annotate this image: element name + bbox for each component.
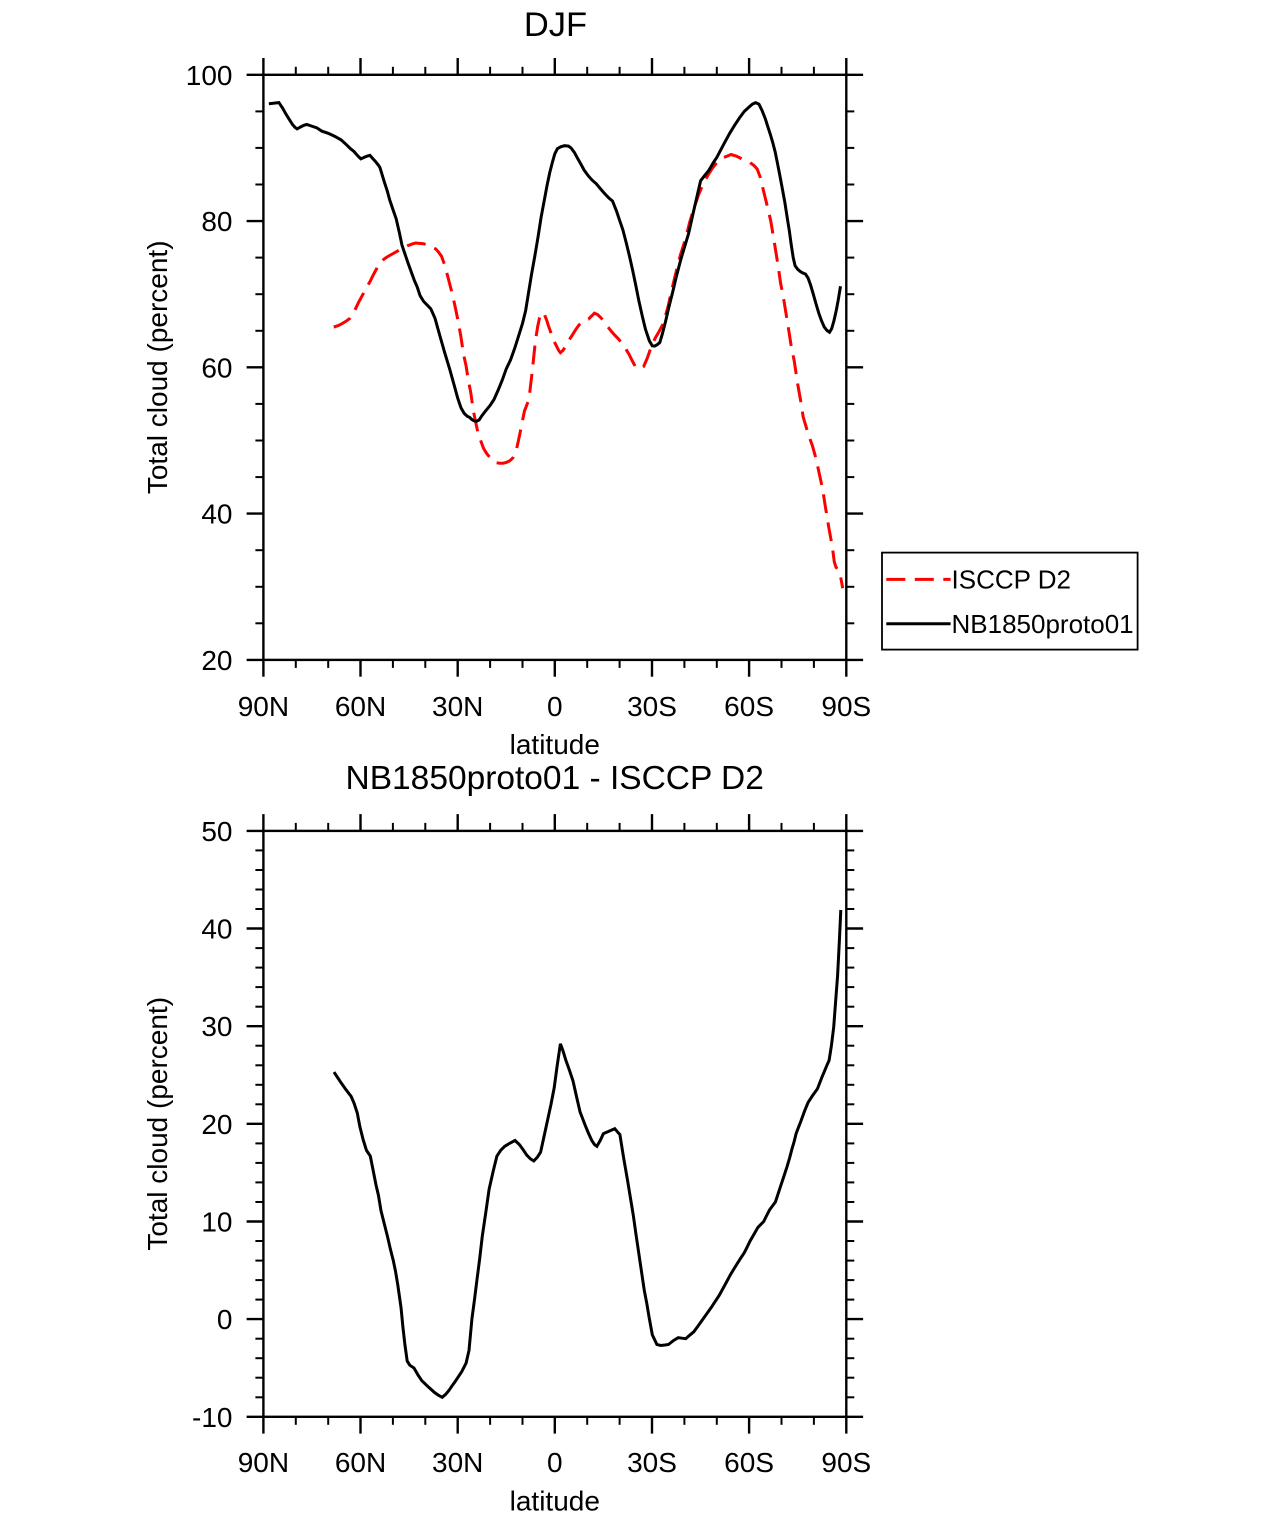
svg-text:60S: 60S bbox=[724, 1447, 774, 1478]
svg-text:30S: 30S bbox=[627, 691, 677, 722]
svg-text:90N: 90N bbox=[238, 1447, 289, 1478]
svg-text:90N: 90N bbox=[238, 691, 289, 722]
svg-text:NB1850proto01: NB1850proto01 bbox=[952, 609, 1134, 639]
svg-text:ISCCP D2: ISCCP D2 bbox=[952, 565, 1071, 595]
svg-text:50: 50 bbox=[201, 816, 232, 847]
svg-text:40: 40 bbox=[201, 914, 232, 945]
svg-text:60S: 60S bbox=[724, 691, 774, 722]
svg-text:0: 0 bbox=[217, 1304, 233, 1335]
svg-text:30N: 30N bbox=[432, 1447, 483, 1478]
svg-text:0: 0 bbox=[547, 691, 563, 722]
svg-text:20: 20 bbox=[201, 645, 232, 676]
svg-text:90S: 90S bbox=[821, 1447, 871, 1478]
svg-text:30N: 30N bbox=[432, 691, 483, 722]
svg-text:-10: -10 bbox=[192, 1402, 232, 1433]
svg-text:60: 60 bbox=[201, 352, 232, 383]
svg-text:NB1850proto01 - ISCCP D2: NB1850proto01 - ISCCP D2 bbox=[346, 760, 764, 797]
svg-text:30: 30 bbox=[201, 1011, 232, 1042]
svg-text:90S: 90S bbox=[821, 691, 871, 722]
svg-text:latitude: latitude bbox=[510, 1485, 600, 1516]
svg-text:20: 20 bbox=[201, 1109, 232, 1140]
svg-text:latitude: latitude bbox=[510, 729, 600, 760]
svg-text:DJF: DJF bbox=[524, 6, 587, 44]
svg-text:Total cloud (percent): Total cloud (percent) bbox=[142, 240, 173, 494]
svg-text:30S: 30S bbox=[627, 1447, 677, 1478]
svg-text:0: 0 bbox=[547, 1447, 563, 1478]
svg-text:40: 40 bbox=[201, 499, 232, 530]
svg-text:Total cloud (percent): Total cloud (percent) bbox=[142, 997, 173, 1251]
svg-text:60N: 60N bbox=[335, 1447, 386, 1478]
svg-text:100: 100 bbox=[186, 60, 233, 91]
svg-text:60N: 60N bbox=[335, 691, 386, 722]
svg-text:10: 10 bbox=[201, 1207, 232, 1238]
svg-text:80: 80 bbox=[201, 206, 232, 237]
